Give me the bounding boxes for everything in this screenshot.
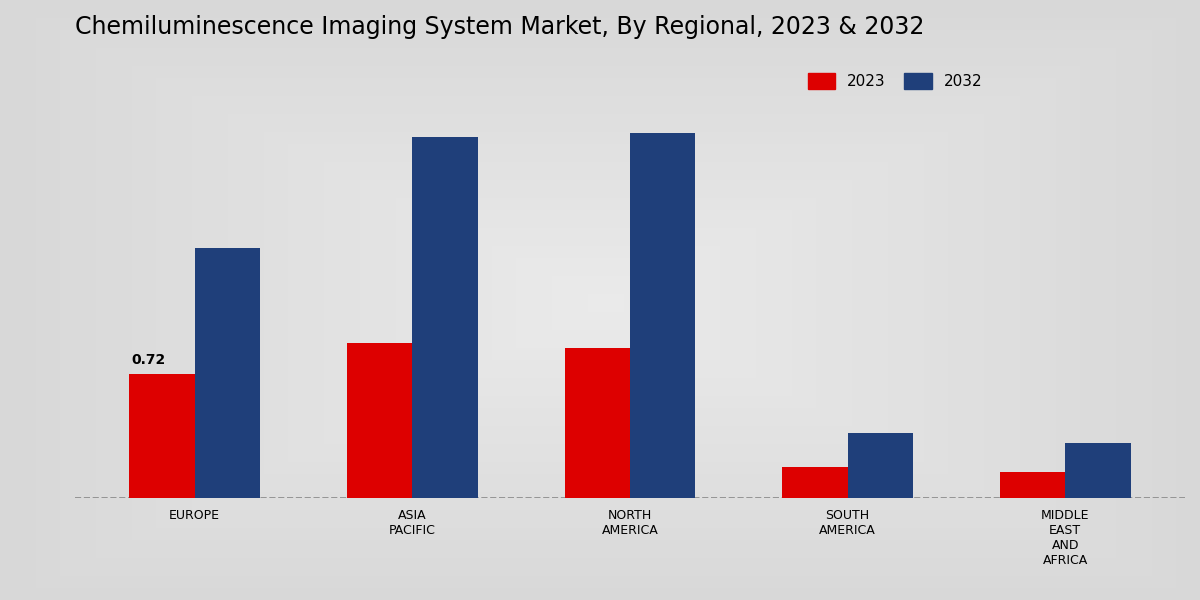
Bar [565, 348, 630, 498]
Bar [413, 137, 478, 498]
Text: Chemiluminescence Imaging System Market, By Regional, 2023 & 2032: Chemiluminescence Imaging System Market,… [74, 15, 924, 39]
Bar [1000, 472, 1066, 498]
Bar [347, 343, 413, 498]
Bar [194, 248, 260, 498]
Bar [630, 133, 695, 498]
Bar [782, 467, 847, 498]
Text: 0.72: 0.72 [132, 353, 166, 367]
Bar [1066, 443, 1130, 498]
Bar [847, 433, 913, 498]
Legend: 2023, 2032: 2023, 2032 [802, 67, 989, 95]
Bar [130, 374, 194, 498]
